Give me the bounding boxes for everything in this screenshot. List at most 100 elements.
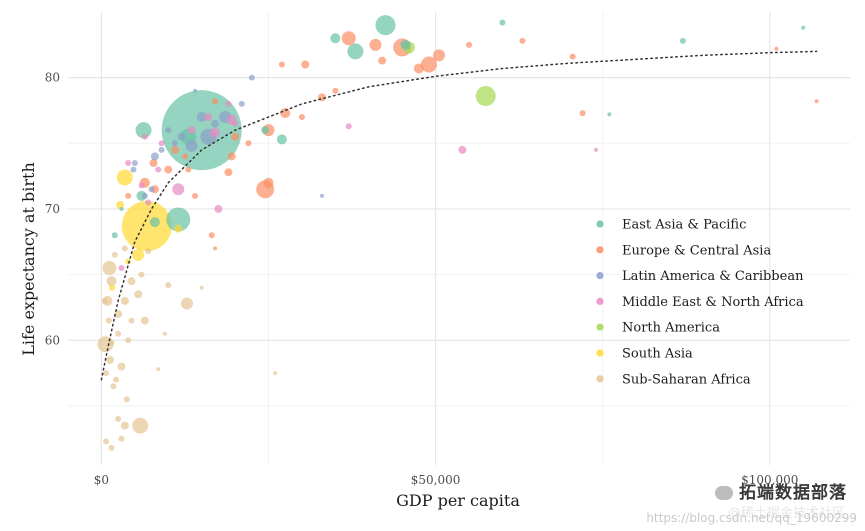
data-point: [208, 232, 215, 239]
data-point: [801, 25, 806, 30]
data-point: [679, 37, 686, 44]
data-point: [138, 271, 145, 278]
data-point: [119, 206, 124, 211]
data-point: [128, 317, 135, 324]
data-point: [117, 362, 126, 371]
data-point: [210, 127, 221, 138]
data-point: [134, 290, 143, 299]
data-point: [191, 192, 198, 199]
data-point: [141, 133, 148, 140]
data-point: [330, 33, 341, 44]
data-point: [145, 199, 152, 206]
data-point: [214, 204, 223, 213]
data-point: [213, 246, 218, 251]
data-point: [594, 147, 599, 152]
data-point: [475, 86, 496, 107]
data-point: [165, 282, 172, 289]
data-point: [125, 192, 132, 199]
data-point: [432, 49, 445, 62]
grid-lines: [68, 12, 850, 465]
data-point: [466, 41, 473, 48]
data-point: [278, 61, 285, 68]
legend-swatch: [596, 349, 604, 357]
data-point: [120, 296, 129, 305]
data-point: [196, 112, 207, 123]
data-point: [158, 140, 165, 147]
data-point: [102, 261, 117, 276]
wechat-icon: [715, 486, 733, 500]
data-point: [245, 140, 252, 147]
data-point: [110, 383, 117, 390]
data-point: [341, 31, 356, 46]
data-point: [138, 182, 145, 189]
data-point: [211, 119, 220, 128]
data-point: [774, 46, 779, 51]
watermark-brand: 拓端数据部落: [715, 478, 847, 503]
data-point: [108, 444, 115, 451]
data-point: [499, 19, 506, 26]
watermark-brand-text: 拓端数据部落: [739, 483, 847, 503]
x-tick-label: $100,000: [741, 473, 798, 487]
y-axis-title: Life expectancy at birth: [19, 162, 38, 356]
legend-swatch: [596, 220, 604, 228]
data-point: [115, 416, 122, 423]
data-point: [118, 435, 125, 442]
data-point: [148, 186, 155, 193]
y-axis-ticks: 60 70 80: [45, 71, 60, 348]
y-tick-label: 60: [45, 333, 60, 347]
data-point: [166, 207, 191, 232]
data-point: [113, 376, 120, 383]
data-point: [276, 134, 287, 145]
data-point: [103, 438, 110, 445]
data-point: [131, 160, 138, 166]
data-point: [174, 224, 183, 233]
data-point: [569, 53, 576, 60]
y-tick-label: 70: [45, 202, 60, 216]
legend-swatch: [596, 272, 604, 280]
data-point: [180, 297, 193, 310]
data-point: [199, 285, 204, 290]
data-point: [204, 113, 213, 122]
data-point: [130, 166, 137, 173]
data-point: [140, 316, 149, 325]
trend-line: [100, 50, 818, 381]
data-point: [106, 276, 117, 287]
data-point: [116, 169, 133, 186]
data-point: [141, 192, 148, 199]
data-point: [170, 145, 179, 154]
data-point: [519, 37, 526, 44]
data-point: [111, 232, 118, 239]
legend-label: East Asia & Pacific: [622, 218, 746, 233]
data-point: [106, 355, 115, 364]
data-point: [607, 112, 612, 117]
data-point: [400, 39, 411, 50]
data-point: [111, 251, 118, 258]
data-point: [121, 201, 172, 252]
data-point: [273, 371, 278, 376]
data-point: [150, 152, 159, 161]
data-point: [135, 122, 152, 139]
data-point: [164, 165, 173, 174]
legend-label: North America: [622, 321, 720, 336]
data-point: [127, 277, 136, 286]
data-point: [248, 74, 255, 81]
data-point: [121, 245, 128, 252]
data-point: [263, 177, 274, 188]
watermark-url: https://blog.csdn.net/qq_19600299: [646, 511, 857, 525]
data-point: [579, 110, 586, 117]
data-point: [109, 284, 116, 291]
data-point: [238, 100, 245, 107]
data-point: [185, 139, 198, 152]
data-point: [332, 87, 339, 94]
data-point: [420, 56, 437, 73]
data-point: [378, 56, 387, 65]
trend-line-group: [100, 50, 818, 381]
x-tick-label: $0: [94, 473, 109, 487]
data-point: [161, 90, 242, 171]
data-point: [298, 114, 305, 121]
data-point: [232, 120, 239, 127]
data-point: [231, 132, 240, 141]
data-point: [185, 166, 192, 173]
data-point: [177, 132, 186, 141]
data-point: [458, 145, 467, 154]
